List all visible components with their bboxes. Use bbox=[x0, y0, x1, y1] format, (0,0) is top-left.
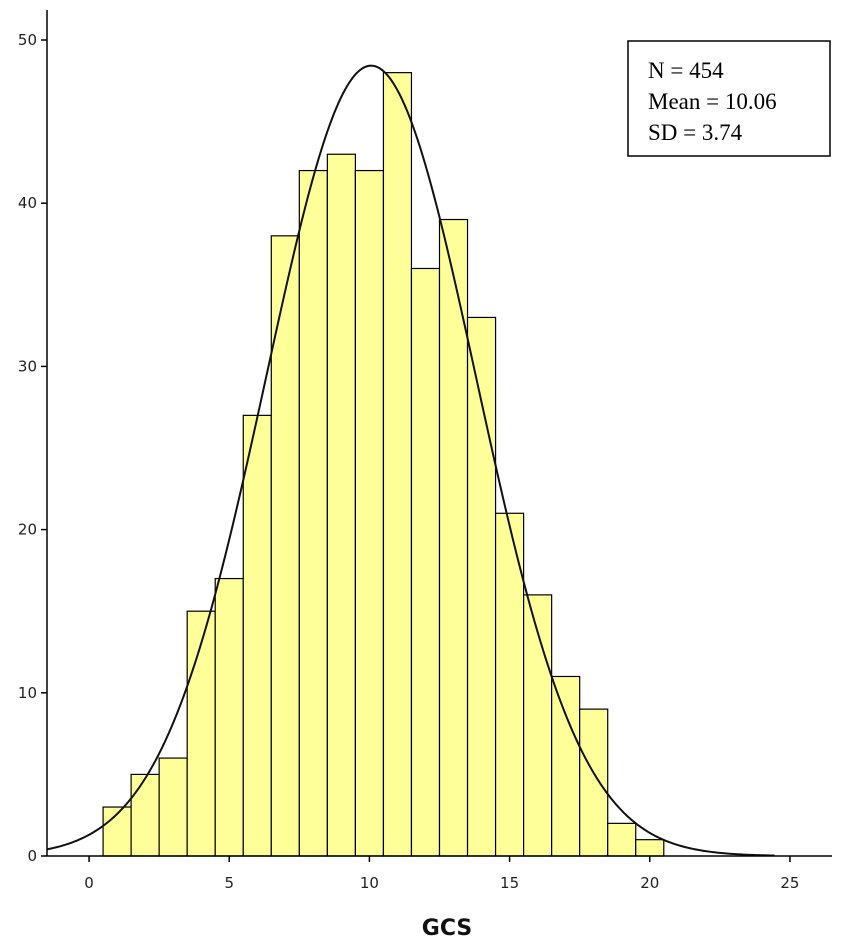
x-axis-ticks: 0 5 10 15 20 25 bbox=[84, 856, 799, 892]
histogram-bar-10 bbox=[354, 169, 385, 857]
histogram-bar-2 bbox=[130, 773, 160, 857]
histogram-bar-13 bbox=[438, 218, 469, 857]
histogram-bar-9 bbox=[326, 153, 356, 857]
histogram-bar-11 bbox=[382, 72, 413, 857]
x-axis-title: GCS bbox=[422, 916, 472, 941]
histogram-bar-4 bbox=[186, 610, 216, 857]
x-tick-label-20: 20 bbox=[640, 874, 659, 892]
histogram-bar-8 bbox=[298, 169, 328, 857]
histogram-bar-3 bbox=[158, 757, 188, 857]
x-tick-label-0: 0 bbox=[84, 874, 94, 892]
histogram-bar-5 bbox=[214, 577, 244, 857]
stats-box: N = 454 Mean = 10.06 SD = 3.74 bbox=[627, 40, 831, 157]
x-tick-label-15: 15 bbox=[500, 874, 519, 892]
normal-curve bbox=[46, 64, 775, 857]
x-tick-label-25: 25 bbox=[780, 874, 799, 892]
histogram-bar-18 bbox=[579, 708, 609, 857]
x-tick-label-10: 10 bbox=[360, 874, 379, 892]
y-tick-label-30: 30 bbox=[18, 357, 37, 375]
histogram-bar-7 bbox=[270, 235, 300, 857]
y-tick-label-50: 50 bbox=[18, 31, 37, 49]
histogram-bar-6 bbox=[242, 414, 272, 857]
y-tick-label-10: 10 bbox=[18, 684, 37, 702]
axes bbox=[46, 10, 832, 857]
x-tick-label-5: 5 bbox=[224, 874, 234, 892]
y-tick-label-0: 0 bbox=[27, 847, 37, 865]
histogram-bars bbox=[102, 72, 665, 857]
histogram-bar-20 bbox=[635, 839, 665, 857]
y-tick-label-40: 40 bbox=[18, 194, 37, 212]
y-tick-label-20: 20 bbox=[18, 521, 37, 539]
stats-mean: Mean = 10.06 bbox=[648, 89, 777, 114]
stats-box-frame bbox=[627, 40, 831, 157]
histogram-bar-12 bbox=[410, 267, 441, 857]
stats-sd: SD = 3.74 bbox=[648, 120, 743, 145]
y-axis-ticks: 0 10 20 30 40 50 bbox=[18, 31, 47, 865]
stats-n: N = 454 bbox=[648, 58, 724, 83]
histogram-bar-17 bbox=[551, 675, 581, 857]
histogram-bar-19 bbox=[607, 822, 637, 857]
